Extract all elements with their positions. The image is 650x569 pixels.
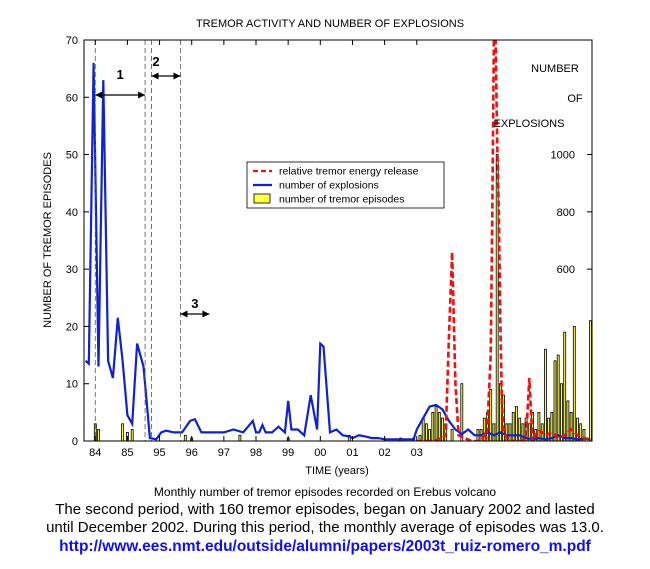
x-axis-tick-label: 85 <box>121 447 133 459</box>
x-axis-tick-label: 02 <box>378 447 390 459</box>
tremor-episode-bar <box>569 411 573 442</box>
tremor-episode-bar <box>537 411 541 442</box>
figure-caption: Monthly number of tremor episodes record… <box>153 485 497 499</box>
tremor-episode-bar <box>544 348 547 442</box>
legend-swatch-bar <box>253 193 271 204</box>
legend-box <box>246 161 445 209</box>
period-2-arrow-head-left <box>151 72 159 80</box>
chart-title: TREMOR ACTIVITY AND NUMBER OF EXPLOSIONS <box>196 18 464 30</box>
y-axis-tick-label: 10 <box>66 379 78 391</box>
tremor-episode-bar <box>589 320 592 442</box>
tremor-episode-bar <box>121 423 124 442</box>
plot-area: 1230102030405060706008001000NUMBEROFEXPL… <box>66 35 593 459</box>
period-3-arrow-head-right <box>202 310 210 318</box>
x-axis-tick-label: 97 <box>218 447 230 459</box>
tremor-episode-bar <box>560 383 563 442</box>
x-axis-tick-label: 01 <box>346 447 358 459</box>
y-axis-tick-label: 40 <box>66 207 78 219</box>
tremor-episode-bar <box>450 429 454 442</box>
y2-axis-label-line: NUMBER <box>531 63 579 75</box>
tremor-episode-bar <box>518 417 522 442</box>
caption-text-line-2: until December 2002. During this period,… <box>46 519 604 536</box>
legend-entry-label: number of tremor episodes <box>279 194 404 206</box>
tremor-episode-bar <box>492 423 496 442</box>
tremor-episode-bar <box>572 325 576 442</box>
y-axis-tick-label: 30 <box>66 264 78 276</box>
tremor-episode-bar <box>556 354 560 442</box>
tremor-episode-bar <box>563 331 567 442</box>
x-axis-tick-label: 96 <box>186 447 198 459</box>
period-1-arrow-head-left <box>95 91 103 99</box>
y2-axis-label-line: OF <box>567 93 583 105</box>
x-axis-tick-label: 98 <box>250 447 262 459</box>
y-axis-tick-label: 0 <box>72 436 78 448</box>
source-url-link[interactable]: http://www.ees.nmt.edu/outside/alumni/pa… <box>59 538 591 555</box>
legend-entry-label: relative tremor energy release <box>279 166 419 178</box>
x-axis-label: TIME (years) <box>305 465 369 477</box>
tremor-episode-bar <box>566 400 570 442</box>
y-axis-tick-label: 60 <box>66 92 78 104</box>
y-axis-tick-label: 50 <box>66 150 78 162</box>
y2-axis-tick-label: 1000 <box>551 150 575 162</box>
tremor-episode-bar <box>495 154 499 442</box>
x-axis-tick-label: 03 <box>411 447 423 459</box>
explosions-series-line <box>84 62 591 441</box>
tremor-episode-bar <box>553 360 557 442</box>
tremor-episode-bar <box>434 406 438 442</box>
y-axis-label: NUMBER OF TREMOR EPISODES <box>42 152 54 328</box>
legend-entry-label: number of explosions <box>279 180 379 192</box>
tremor-episode-bar <box>424 423 428 442</box>
tremor-episode-bar <box>576 417 579 442</box>
plot-frame <box>83 39 593 442</box>
tremor-episode-bar <box>238 434 242 442</box>
tremor-episode-bar <box>183 434 187 442</box>
x-axis-tick-label: 84 <box>89 447 101 459</box>
period-2-arrow-head-right <box>173 72 181 80</box>
caption-text-line-1: The second period, with 160 tremor episo… <box>55 501 595 518</box>
tremor-episode-bar <box>97 429 100 442</box>
x-axis-tick-label: 95 <box>153 447 165 459</box>
y2-axis-tick-label: 600 <box>557 264 575 276</box>
tremor-episode-bar <box>437 411 441 442</box>
period-1-arrow-head-right <box>138 91 146 99</box>
y2-axis-label-line: EXPLOSIONS <box>494 118 565 130</box>
period-3-arrow-head-left <box>180 310 188 318</box>
tremor-episode-bar <box>508 423 512 442</box>
y-axis-tick-label: 70 <box>66 35 78 47</box>
period-2-label: 2 <box>152 54 159 69</box>
tremor-energy-series-line <box>416 40 591 441</box>
period-3-label: 3 <box>191 296 198 311</box>
x-axis-tick-label: 99 <box>282 447 294 459</box>
tremor-episode-bar <box>130 429 134 442</box>
y-axis-tick-label: 20 <box>66 321 78 333</box>
tremor-episode-bar <box>511 411 515 442</box>
period-1-label: 1 <box>117 67 124 82</box>
tremor-episode-bar <box>431 411 435 442</box>
x-axis-tick-label: 00 <box>314 447 326 459</box>
y2-axis-tick-label: 800 <box>557 207 575 219</box>
tremor-episode-bar <box>428 429 432 442</box>
